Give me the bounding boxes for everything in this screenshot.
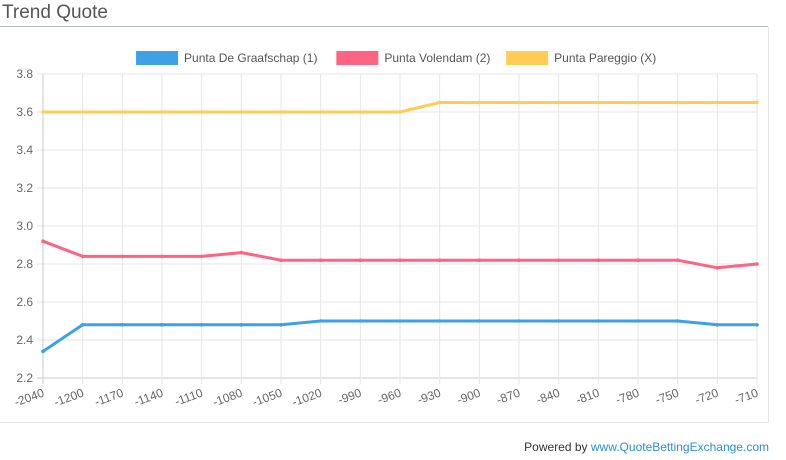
x-tick-label: -960: [376, 386, 404, 407]
data-point: [398, 319, 402, 323]
data-point: [675, 100, 680, 105]
data-point: [556, 319, 561, 323]
data-point: [120, 110, 125, 114]
data-point: [80, 254, 85, 259]
y-tick-label: 2.2: [16, 371, 33, 385]
legend-label: Punta Volendam (2): [384, 51, 490, 65]
data-point: [715, 266, 720, 270]
data-point: [477, 258, 482, 262]
x-tick-label: -990: [336, 386, 364, 407]
x-tick-label: -1020: [290, 386, 324, 410]
data-point: [80, 323, 85, 327]
data-point: [477, 100, 482, 105]
data-point: [477, 319, 482, 323]
legend-swatch: [336, 51, 379, 65]
x-tick-label: -840: [534, 386, 562, 407]
x-tick-label: -810: [574, 386, 602, 407]
x-tick-label: -1110: [173, 386, 205, 409]
data-point: [318, 319, 323, 323]
x-tick-label: -1080: [211, 386, 245, 410]
data-point: [596, 100, 601, 105]
data-point: [437, 319, 442, 323]
data-point: [41, 349, 45, 354]
data-point: [239, 250, 244, 255]
footer-prefix: Powered by: [524, 440, 588, 454]
x-tick-label: -900: [455, 386, 483, 407]
x-tick-label: -720: [693, 386, 721, 407]
data-point: [755, 100, 759, 105]
data-point: [636, 100, 640, 105]
page-title: Trend Quote: [2, 2, 108, 23]
data-point: [239, 323, 244, 327]
data-point: [160, 254, 164, 259]
y-tick-label: 3.2: [16, 181, 33, 195]
data-point: [755, 323, 759, 327]
data-point: [160, 110, 164, 114]
legend-label: Punta De Graafschap (1): [184, 51, 317, 65]
y-tick-label: 3.0: [16, 219, 33, 233]
x-tick-label: -750: [653, 386, 681, 407]
y-tick-label: 3.6: [16, 105, 33, 119]
data-point: [398, 258, 402, 262]
data-point: [279, 323, 283, 327]
data-point: [120, 254, 125, 259]
data-point: [41, 239, 45, 243]
data-point: [675, 319, 680, 323]
y-tick-label: 3.4: [16, 143, 33, 157]
y-tick-label: 3.8: [16, 67, 33, 81]
legend-swatch: [136, 51, 179, 65]
trend-line-chart: 2.2 2.4 2.6 2.8 3.0 3.2 3.4 3.6 3.8 -2040 -1200 -11…: [12, 51, 761, 410]
data-point: [437, 100, 442, 105]
data-point: [437, 258, 442, 262]
data-point: [318, 258, 323, 262]
title-bar: Trend Quote: [0, 0, 768, 27]
x-tick-label: -780: [614, 386, 642, 407]
y-tick-label: 2.4: [16, 333, 33, 347]
data-point: [715, 323, 720, 327]
data-point: [556, 258, 561, 262]
data-point: [358, 319, 363, 323]
data-point: [41, 110, 45, 114]
x-tick-label: -930: [415, 386, 443, 407]
footer: Powered by www.QuoteBettingExchange.com: [524, 440, 769, 454]
x-tick-label: -870: [495, 386, 523, 407]
x-tick-label: -1140: [132, 386, 165, 409]
x-tick-label: -710: [733, 386, 761, 407]
data-point: [318, 110, 323, 114]
x-tick-label: -1050: [250, 386, 284, 410]
x-tick-label: -2040: [12, 386, 46, 410]
data-point: [517, 319, 521, 323]
data-point: [517, 100, 521, 105]
data-point: [556, 100, 561, 105]
data-point: [199, 323, 204, 327]
data-point: [199, 254, 204, 259]
data-point: [596, 319, 601, 323]
y-tick-label: 2.6: [16, 295, 33, 309]
data-point: [279, 110, 283, 114]
data-point: [358, 258, 363, 262]
data-point: [596, 258, 601, 262]
data-point: [279, 258, 283, 262]
data-point: [358, 110, 363, 114]
x-tick-label: -1200: [52, 386, 86, 410]
data-point: [517, 258, 521, 262]
data-point: [715, 100, 720, 105]
legend-swatch: [506, 51, 549, 65]
data-point: [199, 110, 204, 114]
data-point: [160, 323, 164, 327]
data-point: [239, 110, 244, 114]
legend-label: Punta Pareggio (X): [554, 51, 656, 65]
data-point: [636, 258, 640, 262]
y-tick-label: 2.8: [16, 257, 33, 271]
data-point: [80, 110, 85, 114]
data-point: [636, 319, 640, 323]
data-point: [120, 323, 125, 327]
data-point: [398, 110, 402, 114]
x-tick-label: -1170: [93, 386, 126, 409]
footer-link[interactable]: www.QuoteBettingExchange.com: [590, 440, 769, 454]
chart-card: 2.2 2.4 2.6 2.8 3.0 3.2 3.4 3.6 3.8 -2040 -1200 -11…: [0, 27, 769, 423]
data-point: [675, 258, 680, 262]
data-point: [755, 262, 759, 266]
